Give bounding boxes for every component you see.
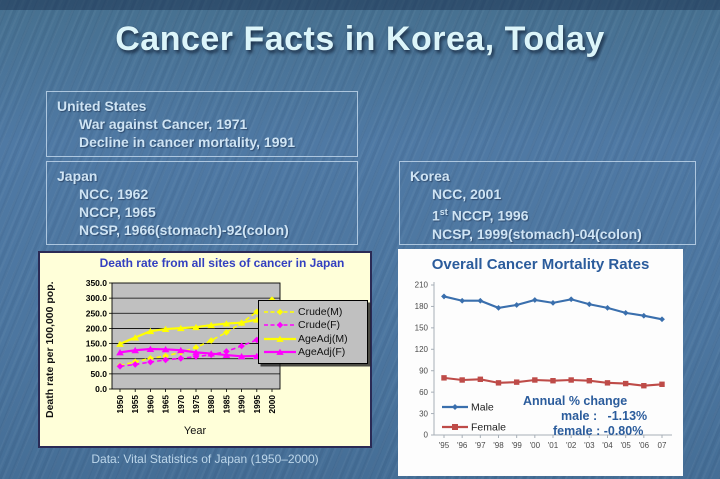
korea-box-title: Korea (410, 168, 450, 184)
top-edge-strip (0, 0, 720, 10)
japan-box-line: NCC, 1962 (79, 186, 149, 202)
japan-box-line: NCSP, 1966(stomach)-92(colon) (79, 222, 289, 238)
japan-chart: 0.0 50.0 100.0 150.0 200.0 250.0 300.0 350.0 195… (86, 278, 281, 414)
svg-text:1980: 1980 (206, 395, 216, 414)
svg-text:90: 90 (419, 366, 428, 375)
svg-text:1950: 1950 (115, 395, 125, 414)
korea-chart-title: Overall Cancer Mortality Rates (431, 256, 650, 273)
svg-text:300.0: 300.0 (86, 293, 108, 303)
svg-text:2000: 2000 (267, 395, 277, 414)
korea-mortality-chart: 0 30 60 90 120 150 180 210 '95 '96 '97 '98 '99 '00 '01… (415, 281, 672, 450)
svg-text:0.0: 0.0 (95, 384, 107, 394)
svg-text:250.0: 250.0 (86, 308, 108, 318)
svg-text:'99: '99 (511, 441, 522, 450)
svg-text:'96: '96 (457, 441, 468, 450)
legend-label: AgeAdj(M) (298, 332, 348, 345)
japan-chart-y-axis-label: Death rate per 100,000 pop. (44, 281, 56, 419)
korea-box-line: NCSP, 1999(stomach)-04(colon) (432, 225, 642, 242)
annual-change-annotation: Annual % change male : -1.13% female : -… (523, 394, 681, 439)
legend-label: Crude(M) (298, 305, 343, 318)
legend-line-sample (264, 349, 296, 356)
legend-line-sample (264, 308, 296, 315)
svg-text:'95: '95 (439, 441, 450, 450)
us-textbox: United States War against Cancer, 1971 D… (46, 91, 358, 157)
annotation-female-value: female : -0.80% (553, 424, 644, 438)
svg-text:200.0: 200.0 (86, 323, 108, 333)
svg-text:Male: Male (471, 402, 494, 414)
legend-label: Crude(F) (298, 319, 341, 332)
korea-box-line: 1st NCCP, 1996 (432, 207, 529, 224)
superscript-st: st (439, 207, 448, 217)
svg-text:150.0: 150.0 (86, 339, 108, 349)
korea-box-line: NCC, 2001 (432, 186, 502, 202)
japan-box-line: NCCP, 1965 (79, 204, 156, 220)
data-source-caption: Data: Vital Statistics of Japan (1950–20… (91, 452, 319, 466)
svg-text:'05: '05 (620, 441, 631, 450)
us-box-line: Decline in cancer mortality, 1991 (79, 134, 296, 150)
svg-text:100.0: 100.0 (86, 354, 108, 364)
legend-entry: Crude(F) (262, 319, 364, 333)
legend-entry: Crude(M) (262, 305, 364, 319)
svg-text:Female: Female (471, 422, 506, 434)
svg-text:30: 30 (419, 409, 428, 418)
svg-text:1955: 1955 (130, 395, 140, 414)
us-box-title: United States (57, 98, 147, 114)
page-title: Cancer Facts in Korea, Today (115, 20, 605, 58)
svg-text:350.0: 350.0 (86, 278, 108, 288)
annotation-heading: Annual % change (523, 394, 628, 408)
svg-text:'97: '97 (475, 441, 486, 450)
svg-text:210: 210 (415, 281, 429, 290)
svg-text:'02: '02 (566, 441, 577, 450)
svg-text:'01: '01 (548, 441, 559, 450)
korea-chart-panel: Overall Cancer Mortality Rates 0 30 60 90 12… (398, 249, 683, 476)
svg-text:'03: '03 (584, 441, 595, 450)
japan-chart-x-axis-label: Year (183, 425, 207, 437)
svg-text:1990: 1990 (237, 395, 247, 414)
svg-text:180: 180 (415, 302, 429, 311)
svg-text:1960: 1960 (145, 395, 155, 414)
svg-text:50.0: 50.0 (90, 369, 107, 379)
svg-text:120: 120 (415, 345, 429, 354)
us-box-line: War against Cancer, 1971 (79, 116, 248, 132)
legend-entry: AgeAdj(M) (262, 332, 364, 346)
japan-textbox: Japan NCC, 1962 NCCP, 1965 NCSP, 1966(st… (46, 161, 358, 245)
korea-textbox: Korea NCC, 2001 1st NCCP, 1996 NCSP, 199… (399, 161, 696, 245)
annotation-male-value: male : -1.13% (561, 409, 648, 423)
svg-text:60: 60 (419, 388, 428, 397)
svg-text:1970: 1970 (176, 395, 186, 414)
legend-label: AgeAdj(F) (298, 346, 346, 359)
japan-chart-title: Death rate from all sites of cancer in J… (99, 256, 345, 270)
legend-entry: AgeAdj(F) (262, 346, 364, 360)
svg-text:07: 07 (658, 441, 667, 450)
svg-text:1965: 1965 (161, 395, 171, 414)
svg-text:'00: '00 (530, 441, 541, 450)
japan-chart-legend: Crude(M) Crude(F) AgeAdj(M) AgeAdj(F) (258, 300, 368, 364)
svg-text:1985: 1985 (221, 395, 231, 414)
svg-text:'04: '04 (602, 441, 613, 450)
japan-box-title: Japan (57, 168, 98, 184)
legend-line-sample (264, 322, 296, 329)
legend-line-sample (264, 335, 296, 342)
svg-text:150: 150 (415, 324, 429, 333)
svg-text:'06: '06 (639, 441, 650, 450)
svg-text:1995: 1995 (252, 395, 262, 414)
svg-text:1975: 1975 (191, 395, 201, 414)
svg-text:0: 0 (424, 431, 429, 440)
japan-chart-panel: Death rate from all sites of cancer in J… (38, 251, 372, 448)
svg-text:'98: '98 (493, 441, 504, 450)
